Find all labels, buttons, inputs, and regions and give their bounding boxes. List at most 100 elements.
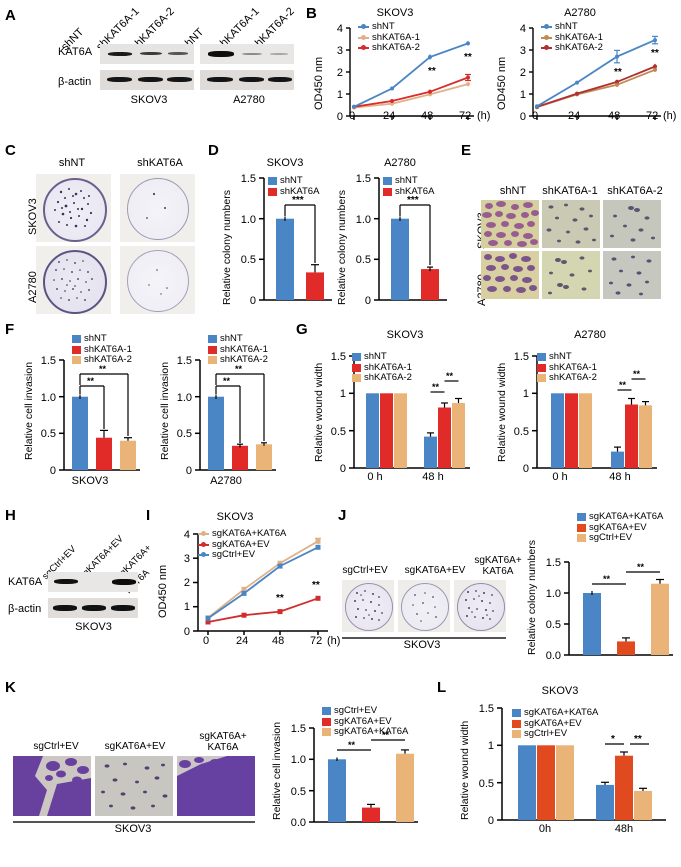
legend-swatch-l-ko — [512, 719, 521, 728]
micro-e-skov3-sh2 — [603, 200, 661, 248]
chart-l-title: SKOV3 — [541, 685, 579, 697]
chart-b2-plot: 4 3 2 1 0 ** ** — [520, 23, 661, 123]
svg-text:0.5: 0.5 — [514, 426, 529, 438]
chart-j-plot: 1.5 1.0 0.5 0.0 ** ** — [546, 557, 673, 662]
chart-f2-legend: shNT shKAT6A-1 shKAT6A-2 — [208, 333, 268, 366]
legend-swatch-shkat6a2 — [358, 45, 369, 51]
svg-text:**: ** — [432, 382, 440, 392]
chart-d1-legend: shNT shKAT6A — [268, 175, 319, 197]
legend-label-l-ctrl: sgCtrl+EV — [524, 728, 568, 739]
legend-swatch-shkat6a1-2 — [541, 34, 552, 40]
svg-text:1.5: 1.5 — [177, 355, 192, 367]
chart-i-xlabel: (h) — [327, 635, 341, 647]
blot-row-label-actin: β-actin — [58, 76, 92, 88]
chart-b1-xtick-48: 48 — [421, 110, 434, 122]
svg-text:**: ** — [464, 52, 472, 63]
legend-label-i-ctrl: sgCtrl+EV — [212, 549, 256, 560]
svg-text:0: 0 — [523, 463, 529, 475]
chart-b2-xtick-72: 72 — [646, 110, 659, 122]
micro-e-a2780-sh2 — [603, 251, 661, 299]
panel-label-d: D — [208, 142, 219, 159]
legend-swatch-d2-shnt — [383, 177, 392, 186]
plate-j-sgkat6a-rescue — [454, 580, 506, 632]
chart-j-legend: sgKAT6A+KAT6A sgKAT6A+EV sgCtrl+EV — [577, 511, 663, 544]
chart-d1-title: SKOV3 — [266, 157, 304, 169]
legend-swatch-g-sh2 — [352, 374, 361, 383]
panel-k-img-label-3b: KAT6A — [207, 742, 239, 753]
legend-label-i-ko: sgKAT6A+EV — [212, 538, 270, 550]
svg-text:4: 4 — [520, 23, 526, 35]
legend-label-g2-sh2: shKAT6A-2 — [549, 372, 597, 383]
svg-text:**: ** — [634, 734, 642, 745]
panel-e-col-sh2: shKAT6A-2 — [607, 185, 663, 197]
legend-label-shkat6a1: shKAT6A-1 — [372, 31, 420, 43]
legend-swatch-d-shnt — [268, 177, 277, 186]
svg-text:1: 1 — [520, 89, 526, 101]
svg-text:0.5: 0.5 — [41, 428, 56, 440]
legend-swatch-g2-sh2 — [537, 374, 546, 383]
svg-text:1.5: 1.5 — [514, 351, 529, 363]
svg-text:1: 1 — [488, 740, 494, 752]
panel-label-l: L — [437, 679, 447, 696]
legend-swatch-j-ctrl — [577, 534, 586, 543]
chart-i-xtick-72: 72 — [310, 635, 323, 647]
svg-text:0: 0 — [50, 465, 56, 477]
chart-g1-legend: shNT shKAT6A-1 shKAT6A-2 — [352, 351, 412, 384]
panel-e-col-shnt: shNT — [499, 185, 527, 197]
panel-j-img-label-3a: sgKAT6A+ — [474, 555, 522, 566]
panel-label-e: E — [461, 142, 472, 159]
plate-c-a2780-shnt — [36, 246, 111, 314]
svg-text:1: 1 — [523, 388, 529, 400]
chart-i-xtick-0: 0 — [203, 635, 210, 647]
legend-swatch-g2-sh1 — [537, 363, 546, 372]
chart-g1-title: SKOV3 — [386, 329, 424, 341]
chart-b2-xtick-48: 48 — [608, 110, 621, 122]
chart-l-plot: 1.5 1 0.5 0 * ** — [479, 703, 666, 827]
legend-swatch-j-ko — [577, 523, 586, 532]
chart-f2-plot: 1.5 1.0 0.5 0 ** ** — [177, 355, 276, 477]
legend-label-g-shnt: shNT — [364, 351, 387, 362]
svg-text:**: ** — [603, 574, 611, 584]
chart-b1-xtick-0: 0 — [349, 110, 356, 122]
panel-k-img-label-1: sgCtrl+EV — [33, 741, 79, 752]
svg-text:***: *** — [292, 195, 304, 206]
legend-swatch-k-ctrl — [322, 707, 331, 716]
micro-e-a2780-shnt — [481, 251, 539, 299]
svg-text:0: 0 — [365, 295, 371, 307]
svg-text:1.0: 1.0 — [241, 214, 256, 226]
legend-label-j-ctrl: sgCtrl+EV — [589, 532, 633, 543]
chart-g2-plot: 1.5 1 0.5 0 ** ** — [514, 351, 657, 475]
panel-j-img-label-1: sgCtrl+EV — [342, 565, 388, 576]
legend-label-shkat6a2: shKAT6A-2 — [372, 42, 420, 53]
svg-text:1.0: 1.0 — [546, 588, 561, 600]
svg-text:0: 0 — [186, 465, 192, 477]
legend-label-j-ko: sgKAT6A+EV — [589, 521, 647, 533]
legend-label-k-rescue: sgKAT6A+KAT6A — [334, 726, 409, 737]
svg-text:0.5: 0.5 — [177, 428, 192, 440]
svg-text:1.0: 1.0 — [356, 214, 371, 226]
chart-i-xtick-48: 48 — [272, 635, 285, 647]
legend-swatch-shnt-2 — [541, 24, 552, 30]
chart-b1-legend: shNT shKAT6A-1 shKAT6A-2 — [358, 21, 420, 54]
panel-c-col-shnt: shNT — [58, 157, 86, 169]
chart-d2-legend: shNT shKAT6A — [383, 175, 434, 197]
chart-l-legend: sgKAT6A+KAT6A sgKAT6A+EV sgCtrl+EV — [512, 707, 598, 740]
svg-text:0.5: 0.5 — [356, 254, 371, 266]
panel-j-cellline: SKOV3 — [403, 639, 441, 651]
legend-label-i-rescue: sgKAT6A+KAT6A — [212, 528, 287, 539]
legend-swatch-l-ctrl — [512, 730, 521, 739]
legend-swatch-g-shnt — [352, 353, 361, 362]
svg-text:1.0: 1.0 — [177, 392, 192, 404]
micro-k-sgctrl — [13, 756, 91, 816]
panel-k-cellline: SKOV3 — [114, 823, 152, 835]
legend-swatch-shkat6a1 — [358, 34, 369, 40]
chart-b2-xtick-0: 0 — [532, 110, 539, 122]
panel-label-g: G — [296, 321, 308, 338]
legend-swatch-l-rescue — [512, 709, 521, 718]
svg-text:**: ** — [382, 730, 390, 740]
chart-d2-title: A2780 — [384, 157, 416, 169]
legend-label-d-shnt: shNT — [280, 175, 303, 186]
svg-text:**: ** — [312, 580, 320, 591]
panel-k-underline — [13, 821, 255, 823]
